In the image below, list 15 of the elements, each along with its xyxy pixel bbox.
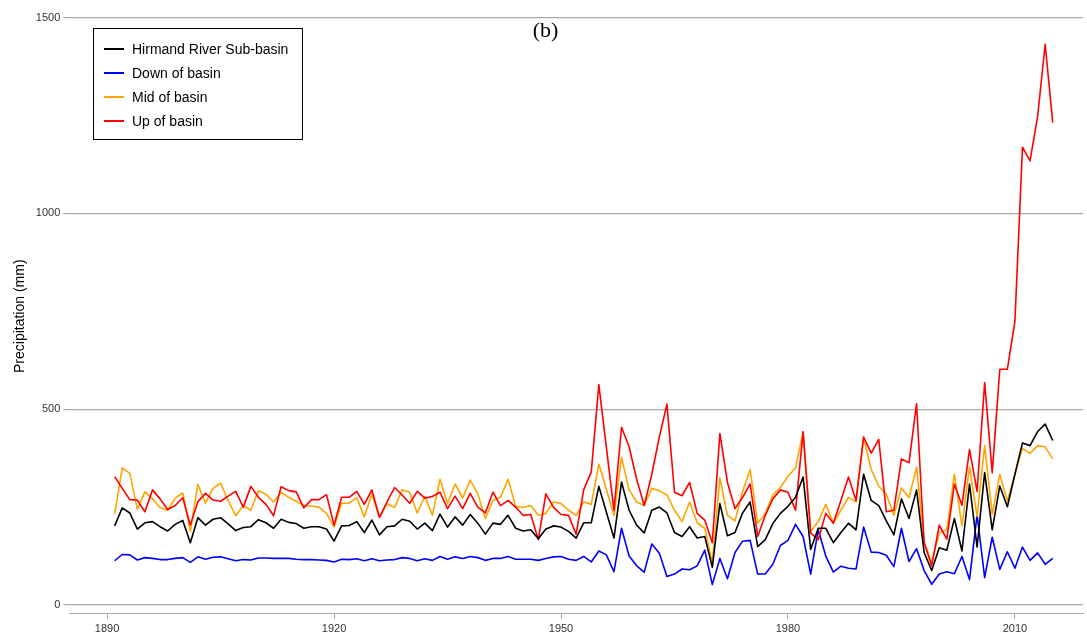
x-tick-label: 1950 [548,621,574,634]
legend-label: Up of basin [132,113,203,129]
legend-label: Mid of basin [132,89,208,105]
y-tick-label: 1000 [35,206,61,219]
y-tick-label: 1500 [35,10,61,23]
x-tick-label: 1890 [94,621,120,634]
y-axis-title: Precipitation (mm) [11,259,28,373]
y-tick-label: 0 [54,598,61,611]
legend-label: Hirmand River Sub-basin [132,41,289,57]
y-tick-label: 500 [41,402,61,415]
x-tick-label: 2010 [1002,621,1028,634]
chart-title: (b) [532,16,559,42]
x-tick-label: 1980 [775,621,801,634]
legend-label: Down of basin [132,65,221,81]
x-tick-label: 1920 [321,621,347,634]
